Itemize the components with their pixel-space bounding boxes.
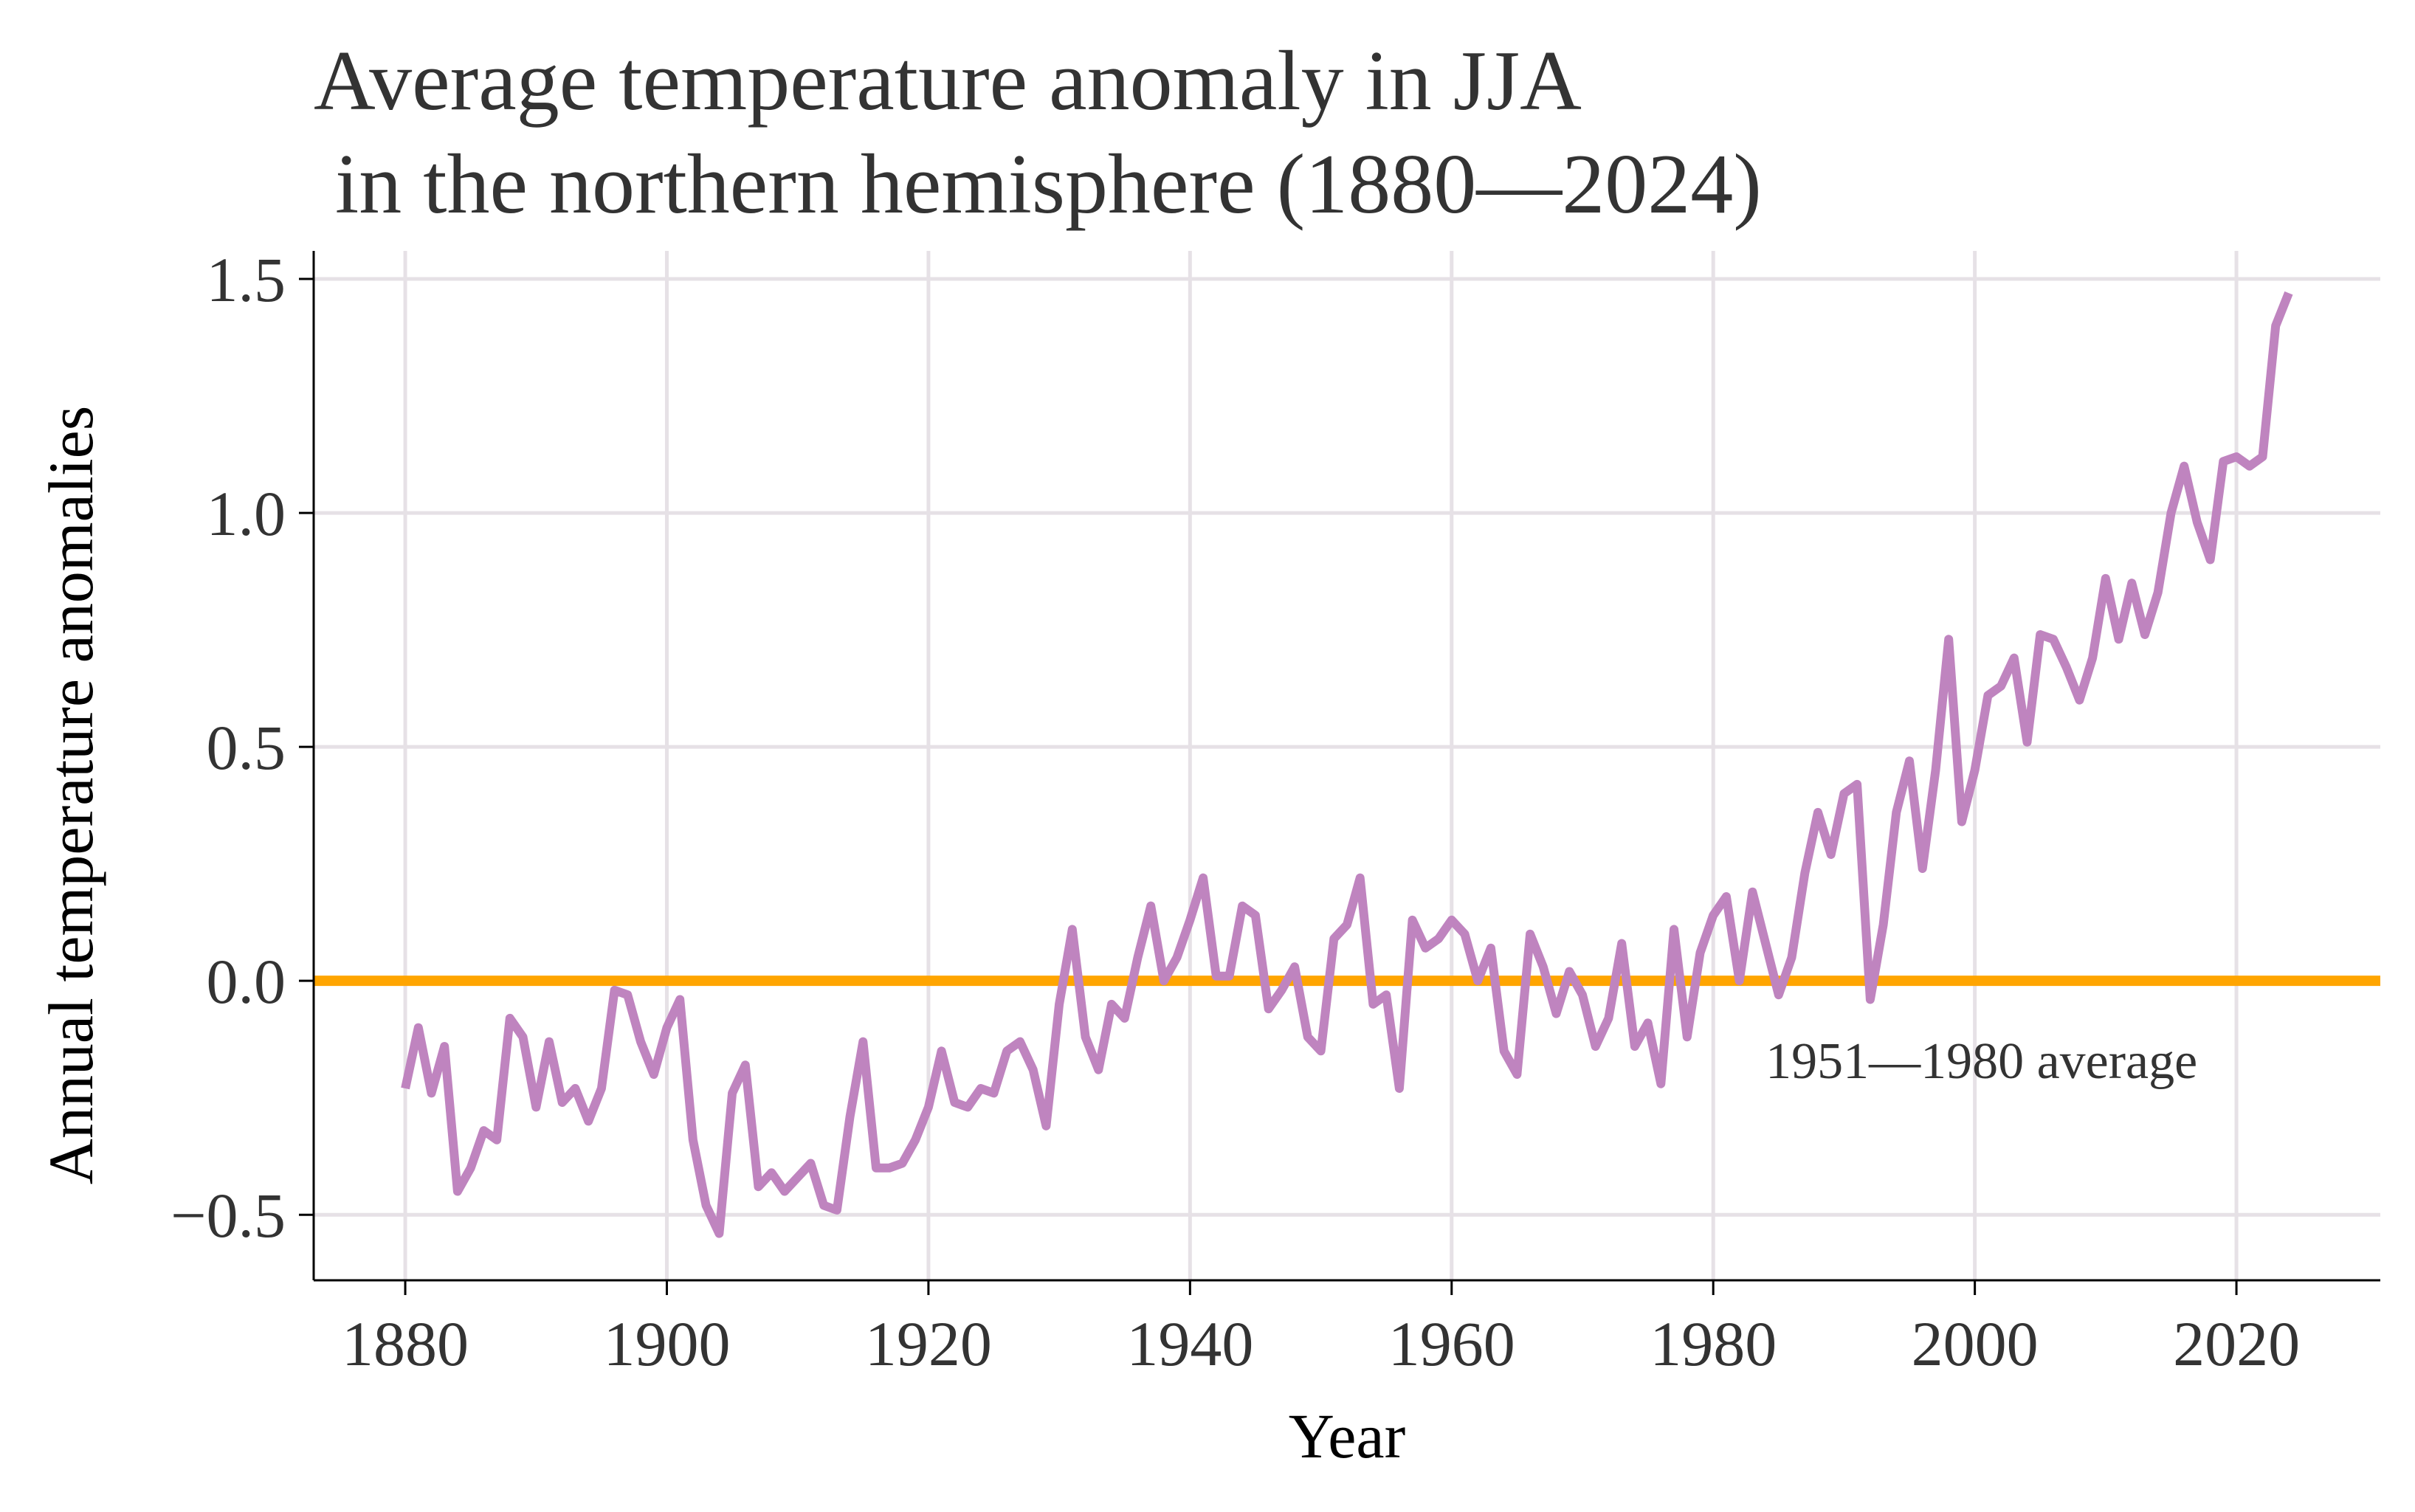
reference-line-label: 1951—1980 average — [1765, 1033, 2197, 1090]
x-tick-label: 2020 — [2173, 1308, 2300, 1379]
y-tick-label: −0.5 — [170, 1180, 286, 1251]
axes — [312, 251, 2380, 1282]
chart-title-line-1: Average temperature anomaly in JJA — [314, 34, 1582, 128]
y-tick-label: 0.0 — [207, 946, 286, 1017]
y-axis-ticks: −0.5 0.0 0.5 1.0 1.5 — [170, 244, 314, 1251]
x-tick-label: 1880 — [342, 1308, 469, 1379]
x-tick-label: 1940 — [1126, 1308, 1253, 1379]
y-axis-label: Annual temperature anomalies — [35, 406, 106, 1184]
y-tick-label: 1.0 — [207, 478, 286, 549]
series-line — [401, 291, 2293, 1238]
x-axis-label: Year — [1289, 1401, 1405, 1471]
x-tick-label: 2000 — [1912, 1308, 2039, 1379]
series-lines — [401, 291, 2293, 1238]
chart-title-line-2: in the northern hemisphere (1880—2024) — [314, 137, 1762, 232]
x-tick-label: 1920 — [865, 1308, 992, 1379]
y-tick-label: 0.5 — [207, 712, 286, 783]
y-tick-label: 1.5 — [207, 244, 286, 315]
x-tick-label: 1900 — [603, 1308, 730, 1379]
x-tick-label: 1980 — [1650, 1308, 1777, 1379]
x-axis-ticks: 1880 1900 1920 1940 1960 1980 2000 2020 — [342, 1280, 2300, 1379]
x-tick-label: 1960 — [1388, 1308, 1515, 1379]
